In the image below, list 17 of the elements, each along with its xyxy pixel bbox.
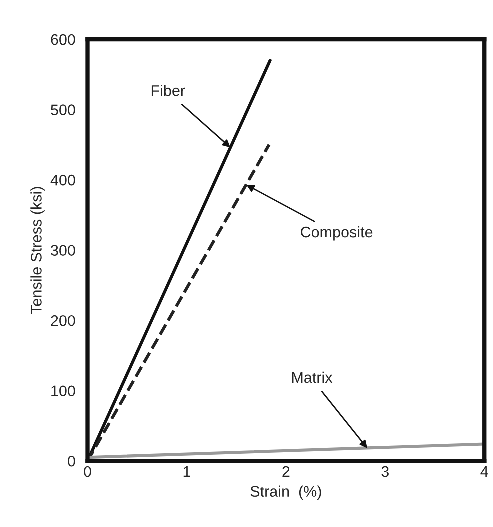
y-tick-label: 400 bbox=[50, 174, 76, 186]
x-tick-label: 0 bbox=[84, 466, 92, 478]
y-tick-label: 600 bbox=[51, 34, 76, 46]
x-tick-label: 2 bbox=[282, 466, 290, 478]
y-tick-label: 500 bbox=[51, 104, 76, 116]
y-axis-title: Tensile Stress (ksi) bbox=[30, 187, 45, 314]
annotation: Matrix bbox=[292, 372, 333, 384]
x-tick-label: 1 bbox=[184, 466, 190, 478]
y-tick-label: 300 bbox=[51, 245, 76, 256]
y-tick-label: 100 bbox=[52, 386, 76, 397]
x-tick-label: 3 bbox=[382, 466, 389, 478]
x-tick-label: 4 bbox=[480, 466, 488, 478]
y-tick-label: 0 bbox=[68, 456, 76, 467]
annotation: Composite bbox=[301, 226, 373, 241]
y-tick-label: 200 bbox=[51, 315, 76, 326]
x-axis-title: Strain (%) bbox=[250, 486, 322, 500]
annotation: Fiber bbox=[152, 85, 186, 96]
